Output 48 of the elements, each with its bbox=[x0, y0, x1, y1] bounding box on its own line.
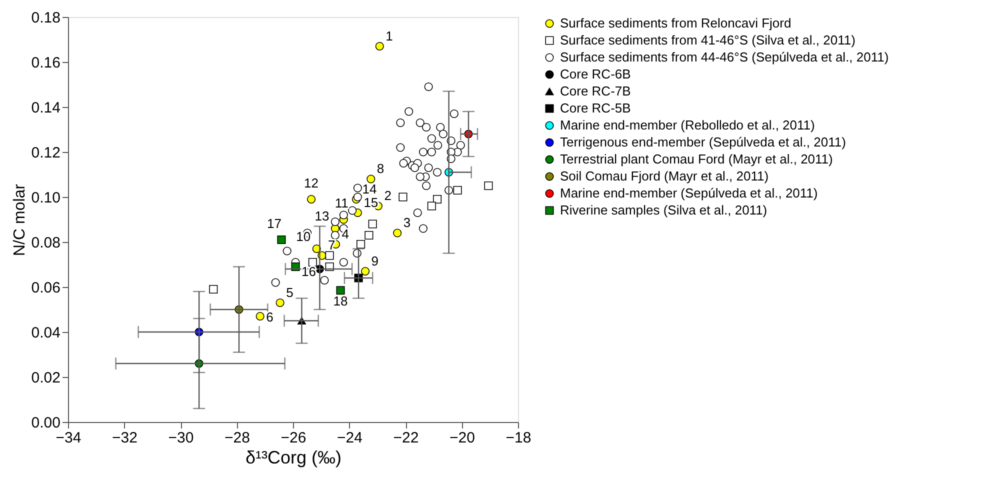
annotation: 11 bbox=[334, 196, 348, 210]
x-axis-title: δ¹³Corg (‰) bbox=[245, 448, 342, 468]
y-tick-label: 0.08 bbox=[31, 234, 60, 252]
annotation: 14 bbox=[362, 181, 377, 196]
legend-label: Surface sediments from 44-46°S (Sepúlveda et al., 2011) bbox=[560, 50, 889, 64]
y-axis-title: N/C molar bbox=[11, 183, 28, 256]
annotation: 3 bbox=[403, 215, 411, 230]
annotation: 12 bbox=[304, 175, 319, 190]
x-tick-label: −22 bbox=[393, 430, 419, 446]
x-tick-label: −30 bbox=[168, 430, 194, 446]
legend-label: Soil Comau Fjord (Mayr et al., 2011) bbox=[560, 168, 769, 184]
annotation: 8 bbox=[376, 161, 384, 176]
y-tick-label: 0.12 bbox=[31, 144, 60, 162]
y-tick-label: 0.16 bbox=[31, 54, 60, 72]
annotation: 10 bbox=[296, 228, 311, 244]
y-tick-label: 0.06 bbox=[31, 280, 60, 296]
y-tick-label: 0.02 bbox=[31, 370, 60, 386]
annotation: 9 bbox=[371, 253, 379, 268]
annotation: 1 bbox=[386, 28, 393, 44]
legend-label: Core RC-5B bbox=[560, 100, 631, 116]
x-tick-label: −18 bbox=[506, 430, 532, 446]
legend-label: Marine end-member (Sepúlveda et al., 2011) bbox=[560, 186, 818, 200]
annotation: 2 bbox=[384, 188, 392, 203]
annotation: 5 bbox=[286, 284, 294, 300]
y-tick-label: 0.14 bbox=[31, 100, 60, 116]
legend-label: Terrigenous end-member (Sepúlveda et al., 2011) bbox=[560, 134, 846, 150]
x-tick-label: −32 bbox=[112, 430, 138, 446]
legend-label: Surface sediments from Reloncavi Fjord bbox=[560, 16, 792, 30]
x-tick-label: −34 bbox=[56, 430, 82, 446]
x-tick-label: −24 bbox=[337, 430, 362, 446]
legend-label: Core RC-7B bbox=[560, 84, 631, 98]
y-tick-label: 0.04 bbox=[31, 324, 60, 342]
annotation: 15 bbox=[364, 194, 378, 210]
legend-label: Terrestrial plant Comau Ford (Mayr et al., 2011) bbox=[560, 152, 833, 166]
annotation: 13 bbox=[314, 208, 330, 224]
x-tick-label: −28 bbox=[224, 430, 250, 446]
x-tick-label: −20 bbox=[450, 430, 475, 446]
y-tick-label: 0.10 bbox=[31, 190, 60, 206]
legend-label: Riverine samples (Silva et al., 2011) bbox=[560, 202, 768, 218]
legend-label: Surface sediments from 41-46°S (Silva et al., 2011) bbox=[560, 32, 856, 48]
legend-label: Core RC-6B bbox=[560, 66, 631, 82]
y-tick-label: 0.18 bbox=[31, 10, 60, 26]
annotation: 18 bbox=[333, 293, 348, 308]
annotation: 6 bbox=[266, 309, 274, 324]
annotation: 17 bbox=[267, 216, 282, 231]
y-tick-label: 0.00 bbox=[31, 414, 60, 432]
x-tick-label: −26 bbox=[280, 430, 306, 446]
legend-label: Marine end-member (Rebolledo et al., 2011) bbox=[560, 118, 815, 132]
